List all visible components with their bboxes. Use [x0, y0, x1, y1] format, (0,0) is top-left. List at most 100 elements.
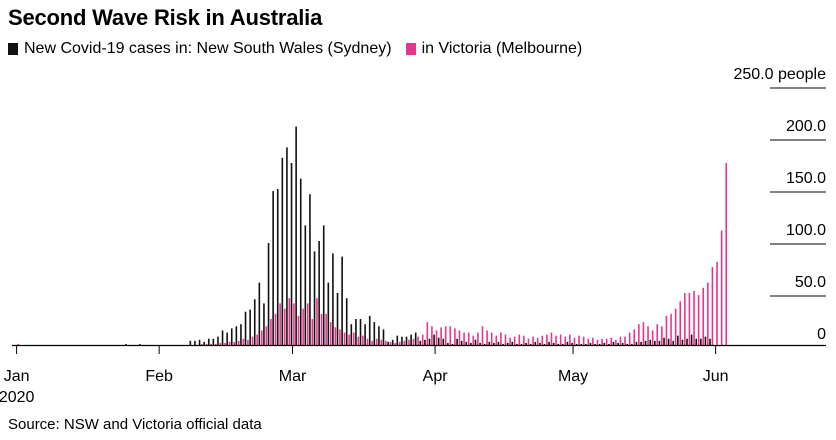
vic-bar-54 [265, 326, 268, 345]
nsw-bar-54 [263, 303, 265, 345]
vic-bar-144 [679, 301, 682, 345]
nsw-bar-101 [479, 342, 481, 345]
vic-bar-112 [532, 336, 534, 345]
vic-bar-82 [394, 342, 396, 345]
vic-bar-94 [449, 326, 452, 345]
vic-bar-53 [260, 330, 263, 345]
nsw-bar-44 [217, 336, 219, 345]
legend-swatch-vic [405, 43, 416, 55]
vic-bar-130 [615, 339, 617, 345]
vic-bar-97 [463, 332, 465, 345]
vic-bar-89 [426, 322, 429, 345]
vic-bar-99 [472, 335, 475, 345]
vic-bar-78 [375, 338, 378, 345]
nsw-bar-116 [548, 341, 550, 345]
nsw-bar-110 [520, 343, 523, 345]
vic-bar-105 [500, 332, 502, 345]
vic-bar-100 [477, 332, 479, 345]
nsw-bar-115 [543, 343, 546, 345]
vic-bar-153 [720, 230, 723, 345]
vic-bar-86 [412, 338, 415, 345]
nsw-bar-108 [511, 341, 514, 345]
nsw-bar-79 [378, 326, 380, 345]
nsw-bar-119 [562, 343, 564, 345]
nsw-bar-27 [138, 343, 141, 345]
vic-bar-109 [518, 334, 521, 345]
nsw-bar-120 [566, 341, 569, 345]
vic-bar-115 [546, 334, 548, 345]
nsw-bar-74 [355, 319, 357, 345]
nsw-bar-80 [382, 329, 385, 345]
vic-bar-73 [352, 332, 355, 345]
nsw-bar-62 [299, 178, 302, 345]
nsw-bar-107 [506, 342, 509, 345]
vic-bar-93 [444, 326, 447, 345]
vic-bar-55 [270, 319, 272, 345]
vic-bar-126 [596, 339, 599, 345]
nsw-bar-151 [709, 338, 711, 345]
vic-bar-46 [228, 341, 231, 345]
vic-bar-143 [674, 308, 677, 345]
nsw-bar-112 [529, 343, 532, 345]
nsw-bar-56 [272, 191, 274, 345]
vic-bar-84 [403, 340, 406, 345]
nsw-bar-92 [437, 337, 440, 345]
vic-bar-104 [495, 335, 498, 345]
nsw-bar-139 [654, 340, 656, 345]
vic-bar-114 [541, 335, 544, 345]
nsw-bar-67 [322, 225, 325, 345]
legend: New Covid-19 cases in: New South Wales (… [8, 40, 582, 58]
vic-bar-95 [454, 328, 456, 345]
vic-bar-139 [656, 324, 659, 345]
nsw-bar-131 [617, 342, 619, 345]
nsw-bar-123 [580, 343, 583, 345]
vic-bar-101 [481, 326, 484, 345]
nsw-bar-43 [212, 338, 215, 345]
vic-bar-45 [224, 342, 226, 345]
vic-bar-110 [523, 335, 525, 345]
nsw-bar-135 [635, 341, 638, 345]
nsw-bar-145 [681, 339, 684, 345]
nsw-bar-76 [364, 324, 366, 345]
nsw-bar-140 [658, 340, 661, 345]
nsw-bar-141 [663, 337, 665, 345]
nsw-bar-130 [612, 341, 615, 345]
nsw-bar-39 [194, 340, 196, 345]
nsw-bar-73 [350, 324, 353, 345]
vic-bar-52 [256, 334, 258, 345]
legend-label-nsw: New Covid-19 cases in: New South Wales (… [24, 40, 392, 57]
vic-bar-69 [334, 327, 337, 345]
vic-bar-149 [702, 287, 705, 345]
vic-bar-102 [486, 330, 488, 345]
vic-bar-77 [371, 340, 373, 345]
nsw-bar-96 [456, 338, 458, 345]
nsw-bar-150 [704, 336, 707, 345]
vic-bar-146 [688, 293, 691, 345]
vic-bar-122 [578, 335, 580, 345]
legend-label-vic: in Victoria (Melbourne) [421, 40, 583, 57]
nsw-bar-114 [539, 342, 541, 345]
vic-bar-118 [559, 334, 562, 345]
x-tick-label-0: Jan [4, 368, 30, 385]
vic-bar-63 [306, 303, 309, 345]
nsw-bar-89 [424, 339, 426, 345]
vic-bar-64 [311, 319, 314, 345]
vic-bar-119 [564, 336, 567, 345]
nsw-bar-100 [474, 339, 477, 345]
vic-bar-151 [711, 267, 714, 345]
nsw-bar-133 [626, 343, 629, 345]
vic-bar-140 [661, 326, 663, 345]
nsw-bar-136 [640, 341, 642, 345]
x-tick-label-1: Feb [145, 368, 173, 385]
vic-bar-48 [237, 340, 240, 345]
vic-bar-74 [357, 336, 360, 345]
vic-bar-76 [366, 338, 369, 345]
vic-bar-0 [17, 343, 19, 345]
vic-bar-129 [610, 337, 613, 345]
vic-bar-60 [293, 303, 295, 345]
nsw-bar-129 [608, 343, 610, 345]
nsw-bar-142 [667, 338, 670, 345]
nsw-bar-75 [359, 319, 362, 345]
nsw-bar-68 [327, 282, 330, 345]
nsw-bar-125 [589, 342, 592, 345]
